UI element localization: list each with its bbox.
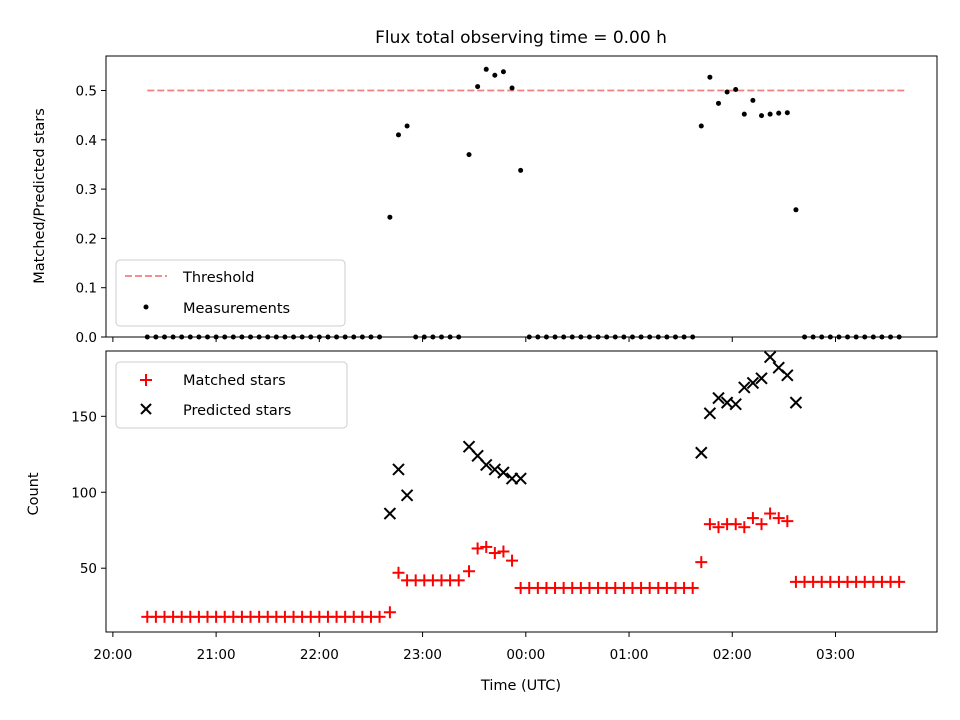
top-y-tick-label: 0.3 [76,182,97,198]
predicted-star-point [392,463,405,476]
matched-star-point [893,575,906,588]
top-y-tick-label: 0.2 [76,231,97,247]
matched-star-point [695,556,708,569]
measurements-legend-label: Measurements [183,301,290,317]
predicted-star-point [712,391,725,405]
measurement-point [715,100,721,106]
measurement-point [518,167,524,173]
top-legend: Threshold Measurements [115,259,346,327]
measurement-point [500,69,506,75]
matched-star-point [712,521,725,534]
measurement-point [466,152,472,158]
top-y-axis-label: Matched/Predicted stars [32,108,48,284]
matched-star-point [471,542,484,555]
measurement-point [492,72,498,78]
matched-star-point [686,581,699,594]
x-tick-label: 02:00 [713,647,752,663]
x-tick-label: 22:00 [300,647,339,663]
top-y-tick-label: 0.5 [76,84,97,100]
measurement-point [698,123,704,129]
predicted-star-point [746,376,760,390]
predicted-star-point [383,507,397,520]
bottom-plot-frame [105,350,938,633]
matched-star-point [746,512,759,525]
x-tick-label: 21:00 [197,647,236,663]
measurement-point [475,84,481,90]
measurement-point [404,123,410,129]
predicted-star-point [480,458,493,472]
matched-star-point [729,518,742,531]
predicted-star-point [789,396,803,409]
predicted-star-point [488,463,502,476]
measurement-point [483,66,489,72]
measurement-point [509,85,515,91]
matched-star-point [497,545,510,558]
predicted-star-point [695,446,708,459]
top-y-tick-label: 0.0 [76,330,97,346]
bottom-y-axis-label: Count [26,472,42,515]
predicted-legend-label: Predicted stars [183,403,291,419]
measurement-point [793,207,799,213]
bottom-plot-area: 50 100 150 20:00 21:00 22:00 23:00 00:00 01:00 02… [71,350,906,663]
bottom-y-tick-label: 100 [71,485,97,501]
measurement-point [767,111,773,117]
matched-star-point [703,518,716,531]
predicted-star-point [703,407,717,420]
matched-star-point [383,606,396,619]
measurements-legend-swatch [143,304,149,310]
x-tick-label: 01:00 [610,647,649,663]
predicted-star-point [497,466,510,479]
measurement-point [759,113,765,119]
predicted-star-point [781,369,794,382]
matched-star-point [755,518,768,531]
matched-star-point [772,512,785,525]
top-y-tick-label: 0.1 [76,281,97,297]
measurement-point [707,74,713,80]
measurement-point [741,111,747,117]
top-plot-frame [105,55,938,338]
predicted-star-point [514,472,527,485]
predicted-star-point [763,350,777,364]
matched-star-point [488,547,501,560]
predicted-star-point [729,397,742,411]
predicted-star-point [755,372,768,385]
x-tick-label: 20:00 [93,647,132,663]
matched-star-point [764,507,777,520]
matched-star-point [781,515,794,528]
measurement-point [395,132,401,138]
predicted-star-point [738,381,751,394]
x-tick-label: 00:00 [506,647,545,663]
top-y-tick-label: 0.4 [76,133,97,149]
measurement-point [750,97,756,103]
x-tick-label: 23:00 [403,647,442,663]
bottom-legend: Matched stars Predicted stars [115,361,348,429]
predicted-legend-swatch [140,403,152,415]
matched-star-point [738,521,751,534]
matched-legend-label: Matched stars [183,373,286,389]
bottom-y-tick-label: 50 [80,561,97,577]
matched-star-point [463,565,476,578]
matched-star-point [506,554,519,567]
matched-star-point [392,566,405,579]
predicted-star-point [400,489,414,502]
bottom-y-tick-label: 150 [71,409,97,425]
matched-star-point [373,610,386,623]
threshold-legend-label: Threshold [182,270,254,286]
measurement-point [733,87,739,93]
measurement-point [724,89,730,95]
matched-legend-swatch [140,374,152,386]
x-axis-label: Time (UTC) [480,678,561,694]
matched-star-point [452,574,465,587]
measurement-point [784,110,790,116]
measurement-point [387,214,393,220]
measurement-point [776,110,782,116]
chart-title: Flux total observing time = 0.00 h [375,28,667,48]
x-tick-label: 03:00 [816,647,855,663]
matched-star-point [480,540,493,553]
